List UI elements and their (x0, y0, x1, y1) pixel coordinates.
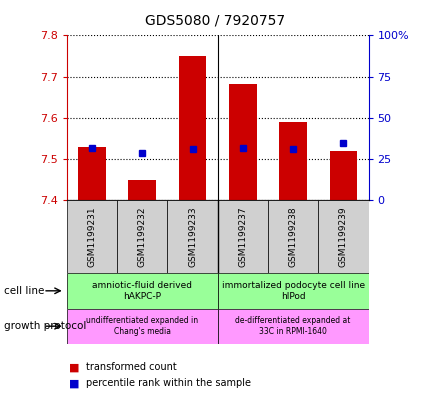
Bar (178, 56, 206, 200)
Text: GSM1199233: GSM1199233 (187, 206, 197, 267)
FancyBboxPatch shape (67, 309, 217, 344)
Text: amniotic-fluid derived
hAKPC-P: amniotic-fluid derived hAKPC-P (92, 281, 192, 301)
Text: GSM1199239: GSM1199239 (338, 206, 347, 267)
FancyBboxPatch shape (167, 200, 217, 273)
Bar (279, 122, 306, 200)
FancyBboxPatch shape (217, 309, 368, 344)
Text: ■: ■ (69, 362, 79, 373)
Text: GSM1199232: GSM1199232 (138, 207, 146, 267)
Text: GSM1199237: GSM1199237 (238, 206, 247, 267)
Text: GSM1199231: GSM1199231 (87, 206, 96, 267)
Text: GSM1199238: GSM1199238 (288, 206, 297, 267)
Text: cell line: cell line (4, 286, 45, 296)
Bar (128, 180, 156, 200)
Text: immortalized podocyte cell line
hIPod: immortalized podocyte cell line hIPod (221, 281, 364, 301)
FancyBboxPatch shape (317, 200, 368, 273)
Text: de-differentiated expanded at
33C in RPMI-1640: de-differentiated expanded at 33C in RPM… (235, 316, 350, 336)
FancyBboxPatch shape (67, 200, 117, 273)
Bar (228, 84, 256, 200)
Text: growth protocol: growth protocol (4, 321, 86, 331)
Bar (78, 147, 105, 200)
Text: GDS5080 / 7920757: GDS5080 / 7920757 (145, 14, 285, 28)
FancyBboxPatch shape (117, 200, 167, 273)
FancyBboxPatch shape (217, 273, 368, 309)
Bar (329, 151, 356, 200)
Text: undifferentiated expanded in
Chang's media: undifferentiated expanded in Chang's med… (86, 316, 198, 336)
Text: transformed count: transformed count (86, 362, 177, 373)
Text: ■: ■ (69, 378, 79, 388)
FancyBboxPatch shape (267, 200, 317, 273)
Text: percentile rank within the sample: percentile rank within the sample (86, 378, 251, 388)
FancyBboxPatch shape (217, 200, 267, 273)
FancyBboxPatch shape (67, 273, 217, 309)
